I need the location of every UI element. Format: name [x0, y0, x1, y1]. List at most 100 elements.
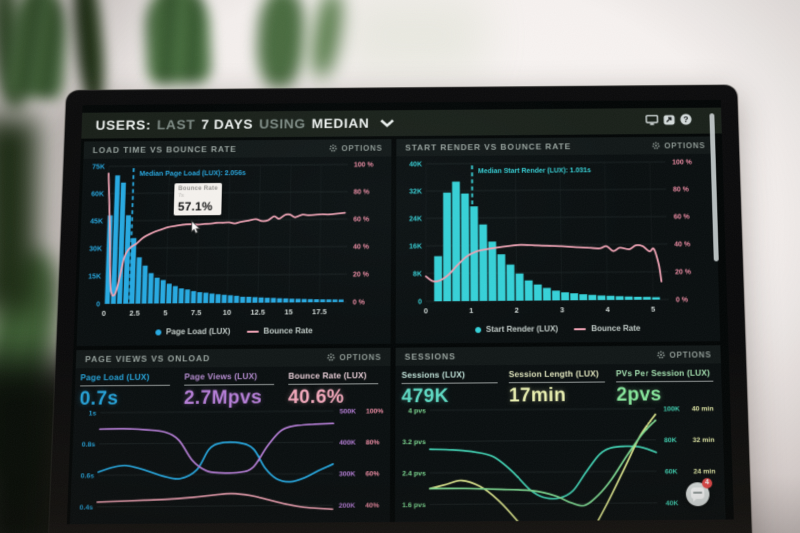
svg-text:40K: 40K — [409, 161, 422, 168]
users-range-selector[interactable]: USERS: LAST 7 DAYS USING MEDIAN — [95, 115, 375, 135]
stat-label: Bounce Rate (LUX) — [288, 371, 367, 381]
svg-text:500K: 500K — [340, 408, 357, 416]
svg-text:100 %: 100 % — [354, 162, 374, 169]
svg-text:3.2 pvs: 3.2 pvs — [402, 439, 426, 447]
plant-leaf — [0, 118, 38, 313]
panel-title: START RENDER VS BOUNCE RATE — [405, 141, 572, 153]
svg-text:2.4 pvs: 2.4 pvs — [402, 470, 426, 478]
chart-tooltip: Bounce Rate 7s 57.1% — [173, 182, 223, 216]
svg-text:5: 5 — [163, 308, 167, 317]
header-segment: LAST — [156, 116, 196, 132]
header-segment: USERS: — [95, 116, 152, 133]
stat-label: Page Views (LUX) — [184, 371, 258, 382]
legend-line-swatch — [574, 327, 587, 330]
svg-text:80 %: 80 % — [354, 189, 370, 196]
chevron-down-icon[interactable] — [379, 115, 394, 132]
header-segment: MEDIAN — [311, 114, 370, 131]
svg-text:60K: 60K — [665, 468, 678, 476]
svg-text:60 %: 60 % — [674, 214, 690, 221]
options-button[interactable]: OPTIONS — [652, 141, 706, 150]
svg-text:4 pvs: 4 pvs — [408, 408, 426, 416]
svg-text:60 %: 60 % — [353, 216, 369, 223]
panel-page-views-vs-onload: PAGE VIEWS VS ONLOAD OPTIONS Page Load (… — [68, 347, 391, 525]
svg-text:10: 10 — [223, 308, 232, 317]
svg-text:24K: 24K — [409, 216, 422, 223]
svg-text:8K: 8K — [413, 271, 422, 278]
svg-text:40%: 40% — [365, 502, 379, 510]
legend-item[interactable]: Bounce Rate — [246, 326, 313, 336]
svg-text:5: 5 — [651, 304, 655, 313]
median-label: Median Page Load (LUX): 2.056s — [139, 170, 246, 178]
display-icon[interactable] — [645, 113, 658, 130]
stat-label: Session Length (LUX) — [508, 369, 599, 380]
legend-item[interactable]: Bounce Rate — [574, 324, 641, 334]
svg-text:0.6s: 0.6s — [81, 473, 95, 481]
svg-text:45K: 45K — [90, 218, 103, 225]
header-segment: 7 DAYS — [200, 115, 254, 132]
gear-icon — [657, 351, 665, 359]
svg-text:0: 0 — [418, 299, 422, 306]
panel-title: LOAD TIME VS BOUNCE RATE — [92, 144, 237, 155]
svg-text:60K: 60K — [91, 191, 104, 198]
options-button[interactable]: OPTIONS — [330, 143, 383, 152]
svg-text:300K: 300K — [339, 471, 356, 479]
mouse-cursor-icon — [190, 220, 201, 240]
svg-text:2.5: 2.5 — [129, 308, 140, 317]
svg-text:17.5: 17.5 — [312, 307, 327, 316]
start-render-chart: 40K 100 % 32K 80 % 24K 60 % 16K 40 % 8K 20 % 0 0 % 0… — [409, 159, 692, 315]
svg-text:80K: 80K — [664, 437, 677, 445]
median-label: Median Start Render (LUX): 1.031s — [478, 167, 591, 175]
svg-text:100%: 100% — [366, 408, 384, 416]
page-views-chart: 1s 500K 100% 0.8s 400K 80% 0.6s 300K 60% 0.4s 200K… — [79, 408, 384, 524]
svg-text:100K: 100K — [663, 406, 680, 414]
svg-text:15K: 15K — [88, 273, 101, 280]
svg-text:40 %: 40 % — [353, 244, 369, 251]
svg-text:3: 3 — [560, 305, 564, 314]
plant-leaf — [6, 0, 70, 100]
svg-text:15: 15 — [284, 307, 292, 316]
plant-haze — [345, 0, 485, 76]
svg-text:2: 2 — [515, 305, 519, 314]
gear-icon — [327, 353, 335, 361]
legend-item[interactable]: Page Load (LUX) — [154, 327, 230, 337]
help-icon[interactable]: ? — [680, 113, 692, 130]
svg-text:40 %: 40 % — [674, 241, 690, 248]
plant-leaf — [144, 0, 212, 86]
chart-legend: Page Load (LUX) Bounce Rate — [77, 326, 391, 337]
legend-item[interactable]: Start Render (LUX) — [474, 324, 558, 334]
tooltip-value: 57.1% — [177, 199, 213, 214]
stat-label: Sessions (LUX) — [401, 370, 466, 380]
gear-icon — [330, 144, 338, 152]
svg-text:0: 0 — [96, 301, 100, 308]
gear-icon — [652, 142, 660, 150]
panel-title: PAGE VIEWS VS ONLOAD — [84, 353, 211, 365]
intercom-chat-button[interactable]: 4 — [685, 478, 713, 507]
svg-text:40K: 40K — [666, 500, 679, 508]
options-button[interactable]: OPTIONS — [327, 352, 381, 362]
dashboard-header[interactable]: USERS: LAST 7 DAYS USING MEDIAN ? — [81, 107, 722, 139]
svg-text:80 %: 80 % — [673, 186, 689, 193]
svg-text:12.5: 12.5 — [250, 307, 265, 316]
share-icon[interactable] — [663, 113, 675, 130]
stat-label: Page Load (LUX) — [80, 372, 150, 383]
svg-text:1: 1 — [469, 306, 473, 315]
svg-text:32 min: 32 min — [693, 437, 715, 445]
stat-label: PVs Per Session (LUX) — [615, 368, 711, 379]
panel-header: START RENDER VS BOUNCE RATE OPTIONS — [396, 136, 715, 157]
panel-title: SESSIONS — [404, 351, 456, 362]
panel-load-time-vs-bounce-rate: LOAD TIME VS BOUNCE RATE OPTIONS 75K 100 … — [76, 139, 392, 347]
svg-text:0.8s: 0.8s — [82, 441, 96, 449]
chat-dots-icon — [693, 491, 703, 494]
options-button[interactable]: OPTIONS — [657, 350, 712, 359]
svg-text:30K: 30K — [89, 246, 102, 253]
svg-text:0: 0 — [424, 306, 428, 315]
svg-text:7.5: 7.5 — [191, 308, 202, 317]
dashboard-screen: USERS: LAST 7 DAYS USING MEDIAN ? LOAD TIME … — [66, 99, 734, 525]
svg-text:0.4s: 0.4s — [79, 504, 93, 512]
load-time-chart: 75K 100 % 60K 80 % 45K 60 % 30K 40 % 15K 20 % 0 0 %… — [88, 162, 374, 318]
chart-legend: Start Render (LUX) Bounce Rate — [396, 323, 720, 335]
legend-dot-swatch — [154, 328, 162, 335]
svg-text:0: 0 — [102, 309, 106, 318]
panel-start-render-vs-bounce-rate: START RENDER VS BOUNCE RATE OPTIONS 40K 1… — [395, 136, 721, 344]
svg-text:32K: 32K — [409, 188, 422, 195]
